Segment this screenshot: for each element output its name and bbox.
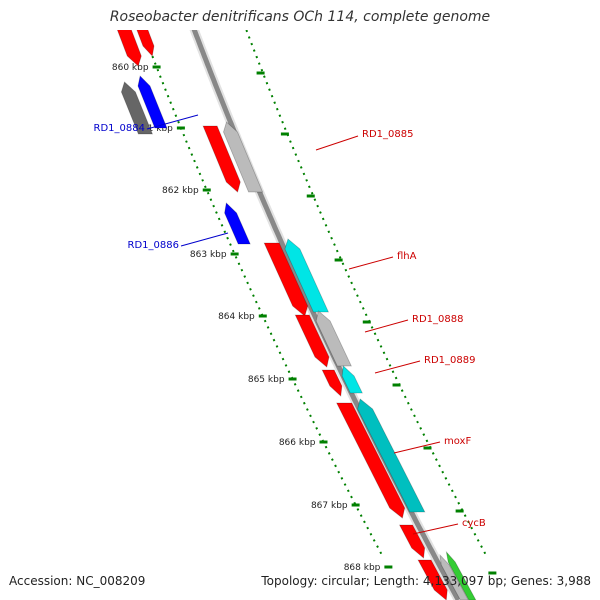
tick-label: 865 kbp [248,375,285,385]
gene-label-flha: flhA [397,251,417,262]
gene-arrow-rd1-0888 [294,314,330,368]
gene-label-rd1-0889: RD1_0889 [424,355,475,366]
gene-label-rd1-0884: RD1_0884 [94,123,145,134]
gene-arrow-rd1-0886 [224,202,251,245]
gene-arrow-rd1-0889 [321,369,343,397]
tick-label: 862 kbp [162,186,199,196]
cog-box-rd1-0888 [315,310,352,367]
tick-label: 863 kbp [190,250,227,260]
tick-label: 868 kbp [344,563,381,573]
label-leader-line [348,256,394,270]
tick-label: 860 kbp [112,63,149,73]
gene-arrow-bottom [417,559,448,600]
cog-box-rd1-0885 [223,121,264,193]
gene-arrow-moxf [336,402,406,519]
cog-box-green [445,550,477,600]
cog-box-bottom [439,553,469,600]
map-title: Roseobacter denitrificans OCh 114, compl… [109,9,491,25]
cog-box-moxf [357,398,426,513]
label-leader-line [315,135,359,151]
gene-arrow-top [116,30,142,67]
label-leader-line [146,114,199,130]
label-leader-line [364,319,409,333]
gene-label-rd1-0885: RD1_0885 [362,129,413,140]
gene-arrow-rd1-0885 [202,125,241,193]
label-leader-line [180,232,229,247]
gene-arrow-cycb [398,524,426,559]
gene-arrow-rd1-0884 [137,75,168,129]
gene-label-rd1-0888: RD1_0888 [412,314,463,325]
accession-text: Accession: NC_008209 [9,574,146,588]
gene-label-moxf: moxF [444,436,471,447]
cog-box-rd1-0884 [120,81,153,135]
ruler-dots-right [245,30,489,559]
label-leader-line [393,441,441,454]
tick-label: 867 kbp [311,501,348,511]
label-leader-line [412,523,459,535]
tick-label: 864 kbp [218,312,255,322]
genome-summary-text: Topology: circular; Length: 4,133,097 bp… [261,574,591,588]
gene-arrow-flha [263,242,309,317]
cog-box-rd1-0889 [341,365,363,394]
tick-label: 866 kbp [279,438,316,448]
tick-label: 861 kbp [136,124,173,134]
gene-label-rd1-0886: RD1_0886 [128,240,179,251]
gene-arrow-top-2 [136,30,155,57]
cog-box-flha [284,238,330,313]
ruler-dots-left [141,30,385,559]
label-leader-line [374,360,421,374]
gene-label-cycb: cycB [462,518,486,529]
